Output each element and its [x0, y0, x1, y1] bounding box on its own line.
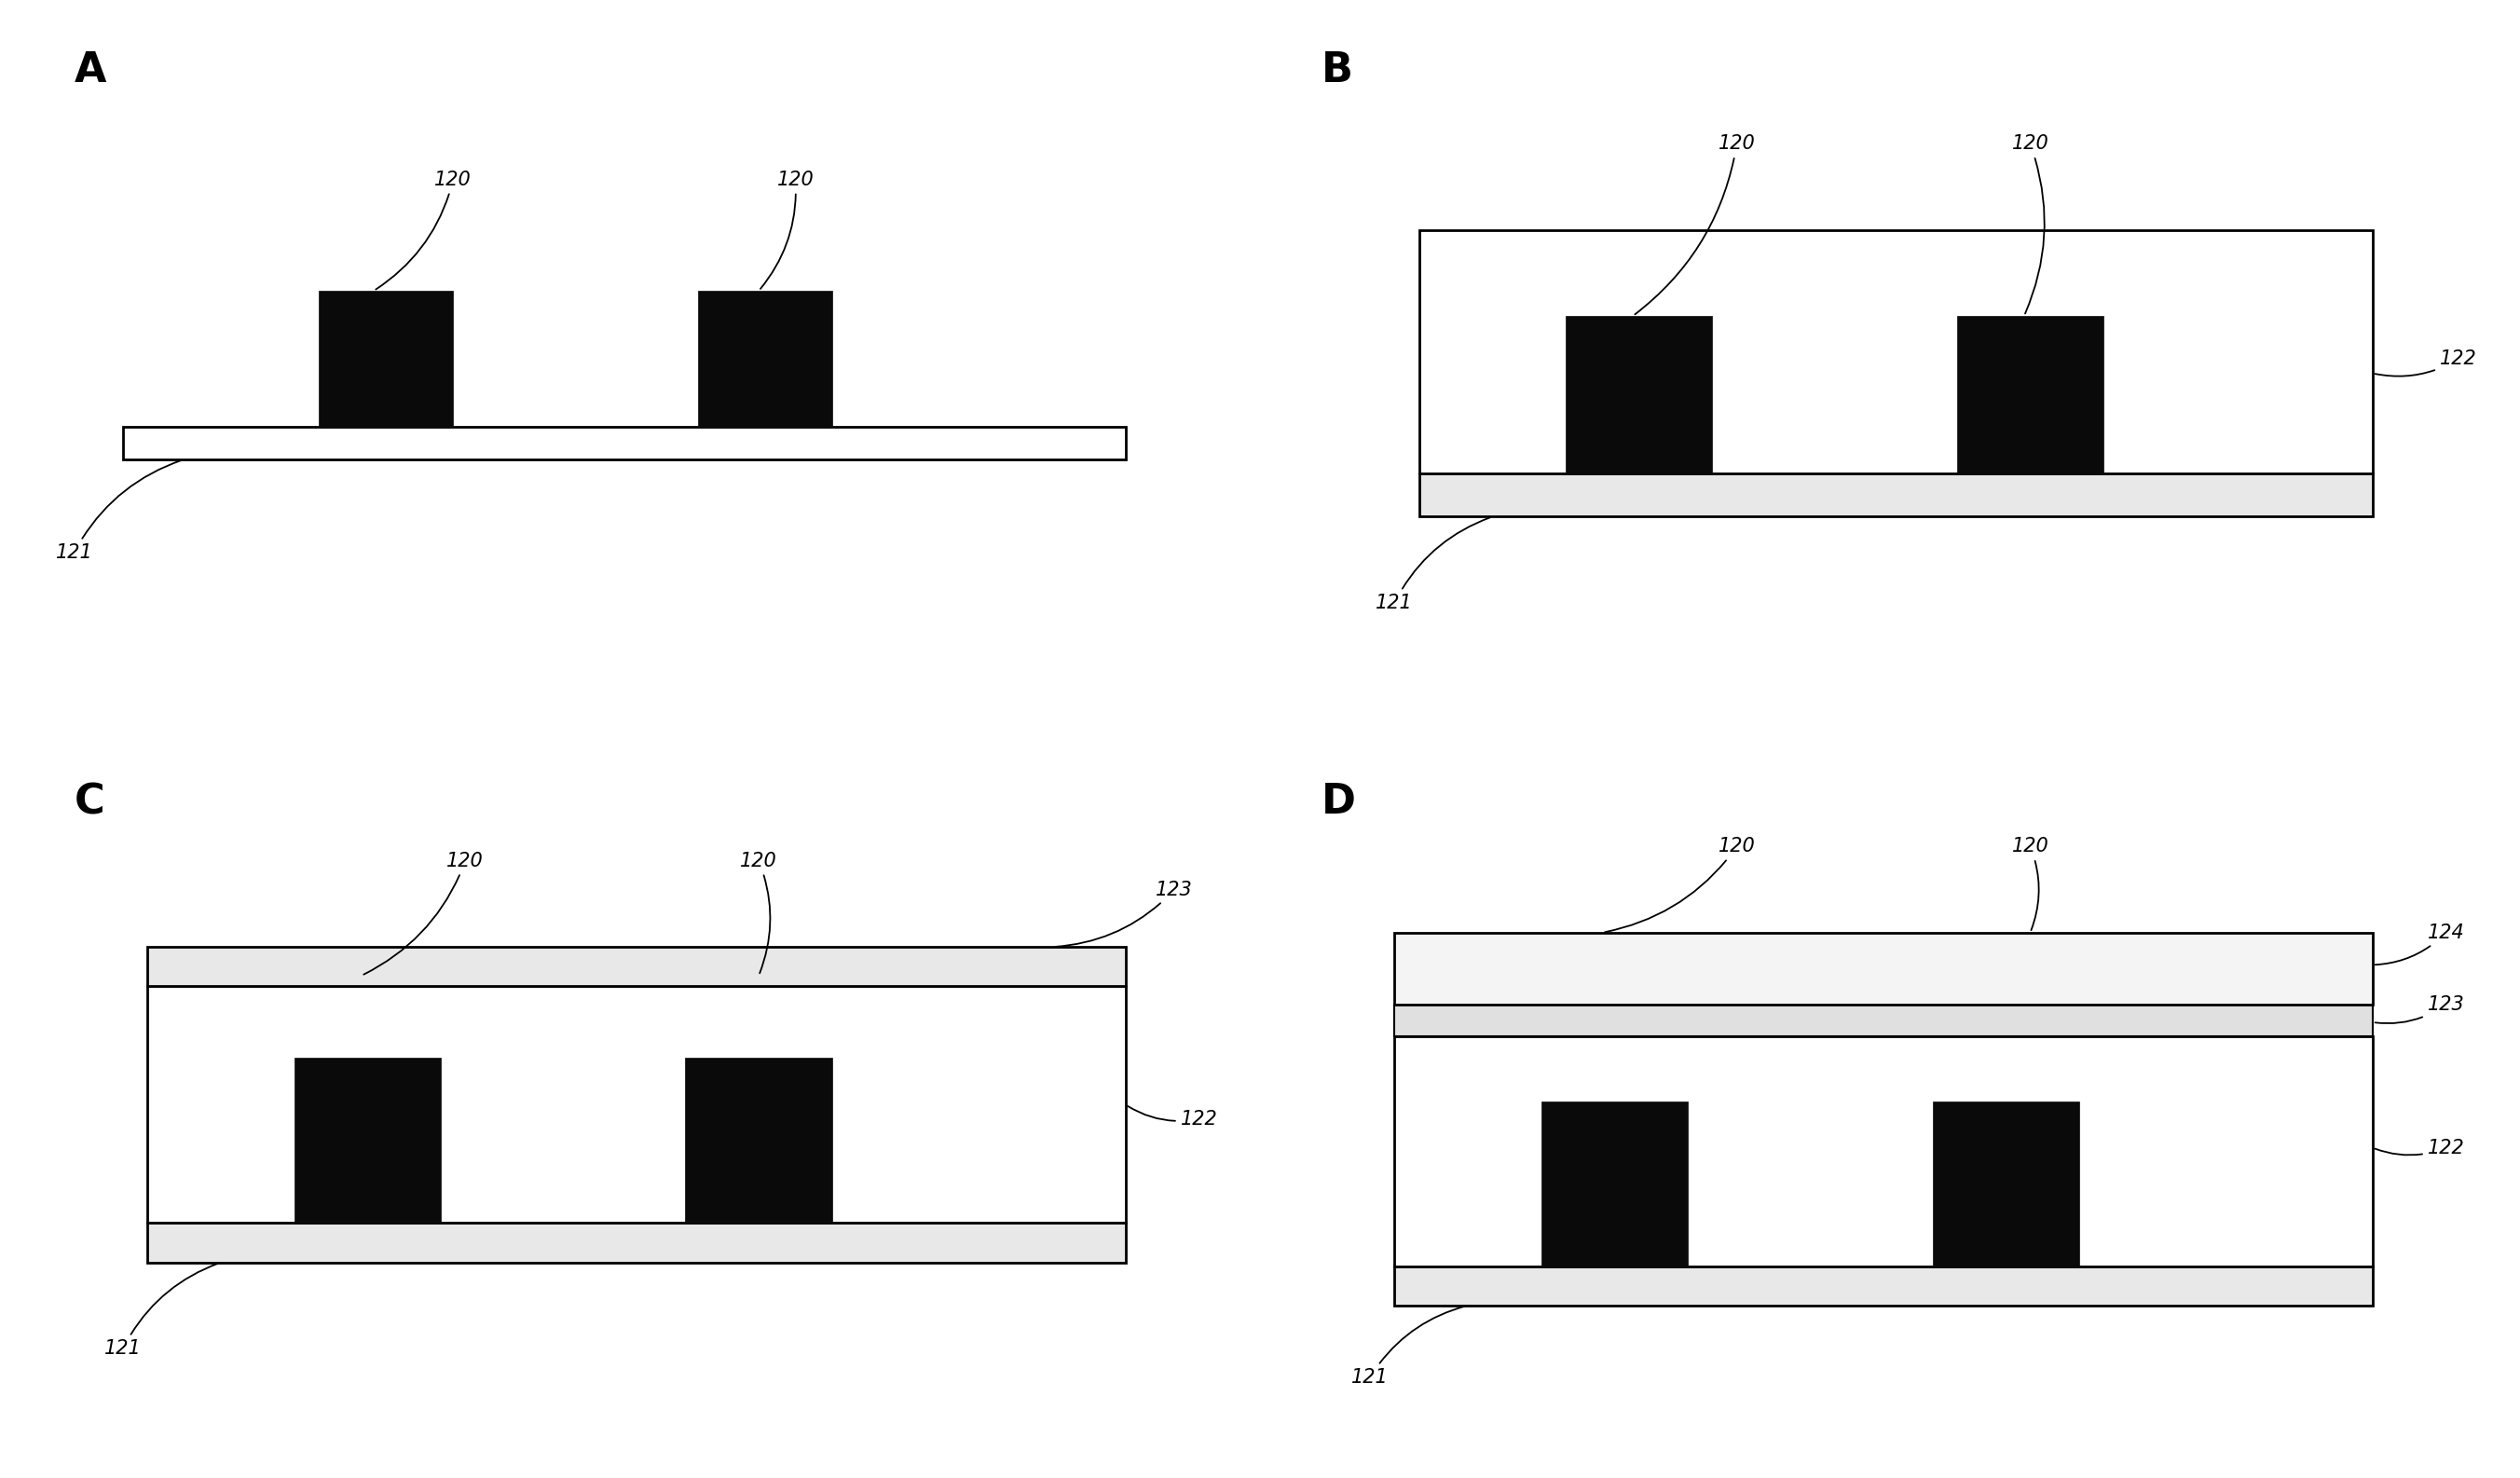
Bar	[1933, 1101, 2079, 1267]
Bar	[318, 291, 454, 427]
Text: B: B	[1320, 50, 1353, 90]
Bar	[685, 1058, 832, 1222]
Text: 120: 120	[375, 170, 471, 290]
Bar	[1419, 231, 2371, 473]
Bar	[1394, 1005, 2371, 1036]
Bar	[1419, 473, 2371, 517]
Text: 120: 120	[1605, 837, 1756, 933]
Bar	[149, 947, 1126, 986]
Text: D: D	[1320, 782, 1356, 822]
Bar	[123, 427, 1126, 460]
Text: 121: 121	[103, 1264, 219, 1358]
Text: A: A	[73, 50, 106, 90]
Text: 123: 123	[1056, 881, 1192, 947]
Bar	[149, 986, 1126, 1222]
Bar	[149, 1222, 1126, 1262]
Bar	[1394, 933, 2371, 1005]
Text: 121: 121	[55, 460, 181, 562]
Bar	[1394, 1036, 2371, 1267]
Text: 120: 120	[363, 851, 484, 974]
Text: 120: 120	[741, 851, 776, 973]
Bar	[295, 1058, 441, 1222]
Text: 121: 121	[1351, 1307, 1464, 1386]
Text: 120: 120	[2011, 837, 2049, 930]
Text: 123: 123	[2376, 995, 2465, 1023]
Bar	[1542, 1101, 1688, 1267]
Text: 122: 122	[2374, 350, 2477, 377]
Text: 122: 122	[1129, 1106, 1217, 1128]
Text: 120: 120	[2011, 134, 2049, 313]
Bar	[698, 291, 832, 427]
Text: 121: 121	[1376, 517, 1489, 612]
Bar	[1958, 316, 2104, 473]
Bar	[1394, 1267, 2371, 1305]
Bar	[1565, 316, 1714, 473]
Text: C: C	[73, 782, 106, 822]
Text: 120: 120	[1635, 134, 1756, 315]
Text: 124: 124	[2376, 924, 2465, 965]
Text: 122: 122	[2374, 1138, 2465, 1157]
Text: 120: 120	[761, 170, 814, 288]
